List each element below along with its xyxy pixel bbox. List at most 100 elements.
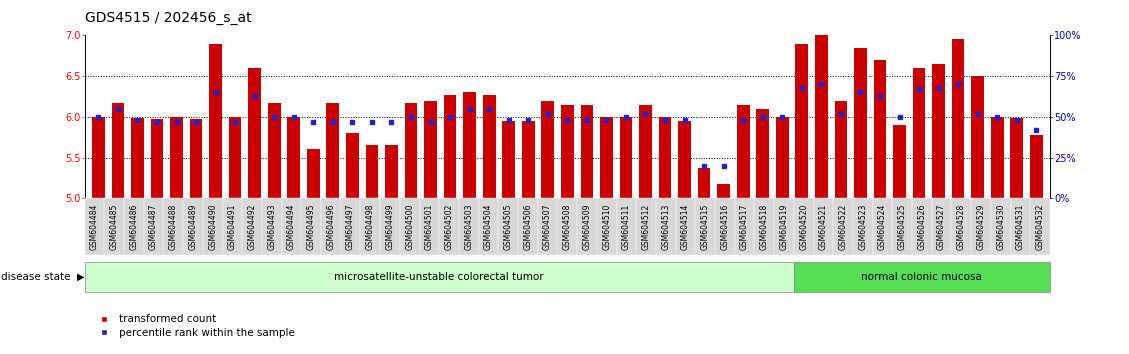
Bar (248, 68, 261, 198)
Text: GSM604504: GSM604504 (484, 203, 493, 250)
Text: GSM604522: GSM604522 (839, 204, 848, 250)
Text: GSM604519: GSM604519 (779, 203, 788, 250)
Bar (444, 95, 456, 198)
Bar (404, 103, 418, 198)
Text: GSM604497: GSM604497 (347, 203, 356, 250)
Bar (150, 119, 164, 198)
Bar (268, 103, 281, 198)
Bar (639, 104, 651, 198)
Bar (288, 117, 300, 198)
Bar (1010, 119, 1023, 198)
Bar (307, 149, 320, 198)
Text: GSM604514: GSM604514 (681, 203, 690, 250)
Text: GSM604528: GSM604528 (956, 204, 965, 250)
Text: GSM604495: GSM604495 (307, 203, 316, 250)
Bar (737, 104, 750, 198)
Text: GSM604523: GSM604523 (858, 203, 867, 250)
Bar (425, 101, 437, 198)
Bar (679, 121, 691, 198)
Bar (190, 119, 202, 198)
Text: microsatellite-unstable colorectal tumor: microsatellite-unstable colorectal tumor (334, 272, 544, 282)
Text: GSM604499: GSM604499 (385, 203, 394, 250)
Bar (893, 125, 905, 198)
Text: GSM604503: GSM604503 (464, 203, 473, 250)
Text: GSM604489: GSM604489 (189, 203, 198, 250)
Bar (599, 117, 613, 198)
Bar (463, 92, 476, 198)
Bar (912, 68, 926, 198)
Bar (1030, 135, 1043, 198)
Text: GSM604500: GSM604500 (405, 203, 414, 250)
Bar (131, 119, 143, 198)
Text: GSM604490: GSM604490 (208, 203, 217, 250)
Bar (698, 168, 710, 198)
Text: GDS4515 / 202456_s_at: GDS4515 / 202456_s_at (85, 11, 252, 25)
Text: GSM604515: GSM604515 (701, 203, 710, 250)
Bar (854, 47, 867, 198)
Text: GSM604527: GSM604527 (937, 203, 946, 250)
Text: GSM604529: GSM604529 (977, 203, 986, 250)
Bar (229, 117, 242, 198)
Text: ▶: ▶ (77, 272, 85, 282)
Bar (874, 60, 886, 198)
Bar (933, 64, 945, 198)
Bar (209, 44, 222, 198)
Text: GSM604507: GSM604507 (543, 203, 552, 250)
Bar (834, 101, 847, 198)
Bar (170, 117, 183, 198)
Bar (756, 109, 769, 198)
Bar (580, 104, 593, 198)
Text: GSM604485: GSM604485 (110, 203, 119, 250)
Bar (366, 145, 378, 198)
Bar (971, 76, 984, 198)
Bar (483, 95, 496, 198)
Text: GSM604526: GSM604526 (918, 203, 927, 250)
Bar (815, 35, 828, 198)
Text: GSM604530: GSM604530 (996, 203, 1005, 250)
Text: GSM604492: GSM604492 (247, 203, 256, 250)
Text: GSM604513: GSM604513 (662, 203, 671, 250)
Text: GSM604516: GSM604516 (720, 203, 729, 250)
Bar (91, 117, 105, 198)
Bar (345, 133, 359, 198)
Text: GSM604496: GSM604496 (326, 203, 335, 250)
Bar (561, 104, 574, 198)
Bar (112, 103, 124, 198)
Text: GSM604508: GSM604508 (563, 203, 571, 250)
Text: GSM604505: GSM604505 (504, 203, 513, 250)
Text: GSM604521: GSM604521 (819, 204, 828, 250)
Text: GSM604502: GSM604502 (445, 203, 454, 250)
Bar (952, 40, 964, 198)
Bar (991, 117, 1004, 198)
Bar (385, 145, 397, 198)
Text: GSM604484: GSM604484 (90, 203, 99, 250)
Text: GSM604488: GSM604488 (169, 204, 178, 250)
Text: GSM604520: GSM604520 (799, 203, 808, 250)
Bar (522, 121, 535, 198)
Text: GSM604494: GSM604494 (287, 203, 296, 250)
Text: GSM604487: GSM604487 (149, 203, 158, 250)
Bar (776, 117, 789, 198)
Text: GSM604498: GSM604498 (366, 203, 375, 250)
Bar (620, 117, 632, 198)
Text: GSM604486: GSM604486 (130, 203, 139, 250)
Bar (796, 44, 808, 198)
Text: GSM604531: GSM604531 (1016, 203, 1025, 250)
Text: normal colonic mucosa: normal colonic mucosa (861, 272, 982, 282)
Text: GSM604518: GSM604518 (760, 204, 769, 250)
Text: GSM604532: GSM604532 (1035, 203, 1044, 250)
Text: GSM604517: GSM604517 (741, 203, 750, 250)
Text: GSM604512: GSM604512 (641, 204, 650, 250)
Bar (502, 121, 515, 198)
Bar (717, 184, 730, 198)
Text: GSM604491: GSM604491 (228, 203, 237, 250)
Bar (326, 103, 339, 198)
Text: GSM604501: GSM604501 (425, 203, 434, 250)
Text: GSM604510: GSM604510 (602, 203, 611, 250)
Text: GSM604525: GSM604525 (898, 203, 907, 250)
Legend: transformed count, percentile rank within the sample: transformed count, percentile rank withi… (90, 310, 299, 342)
Text: GSM604509: GSM604509 (583, 203, 592, 250)
Bar (542, 101, 554, 198)
Text: GSM604524: GSM604524 (878, 203, 887, 250)
Bar (658, 117, 672, 198)
